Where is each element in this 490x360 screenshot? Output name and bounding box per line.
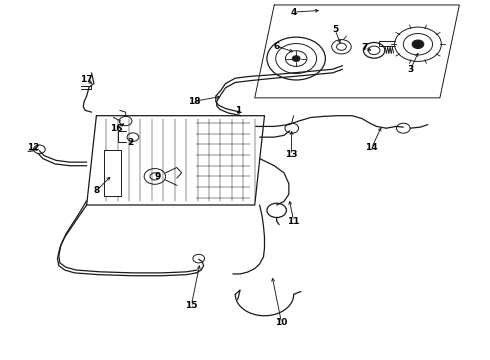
Text: 7: 7 — [361, 43, 368, 52]
Text: 16: 16 — [110, 124, 122, 133]
Text: 14: 14 — [366, 143, 378, 152]
Text: 6: 6 — [273, 41, 280, 50]
Text: 2: 2 — [127, 138, 134, 147]
Text: 3: 3 — [408, 65, 414, 74]
Text: 5: 5 — [332, 26, 338, 35]
Circle shape — [292, 56, 300, 62]
Text: 9: 9 — [154, 172, 161, 181]
Text: 17: 17 — [80, 76, 93, 85]
Circle shape — [412, 40, 424, 49]
Text: 8: 8 — [93, 186, 99, 195]
Text: 13: 13 — [285, 150, 297, 159]
Text: 12: 12 — [27, 143, 39, 152]
Bar — [104, 150, 121, 196]
Text: 1: 1 — [235, 106, 241, 115]
Text: 10: 10 — [275, 318, 288, 327]
Text: 18: 18 — [188, 97, 200, 106]
Text: 11: 11 — [288, 217, 300, 226]
Text: 15: 15 — [185, 301, 197, 310]
Text: 4: 4 — [291, 8, 297, 17]
